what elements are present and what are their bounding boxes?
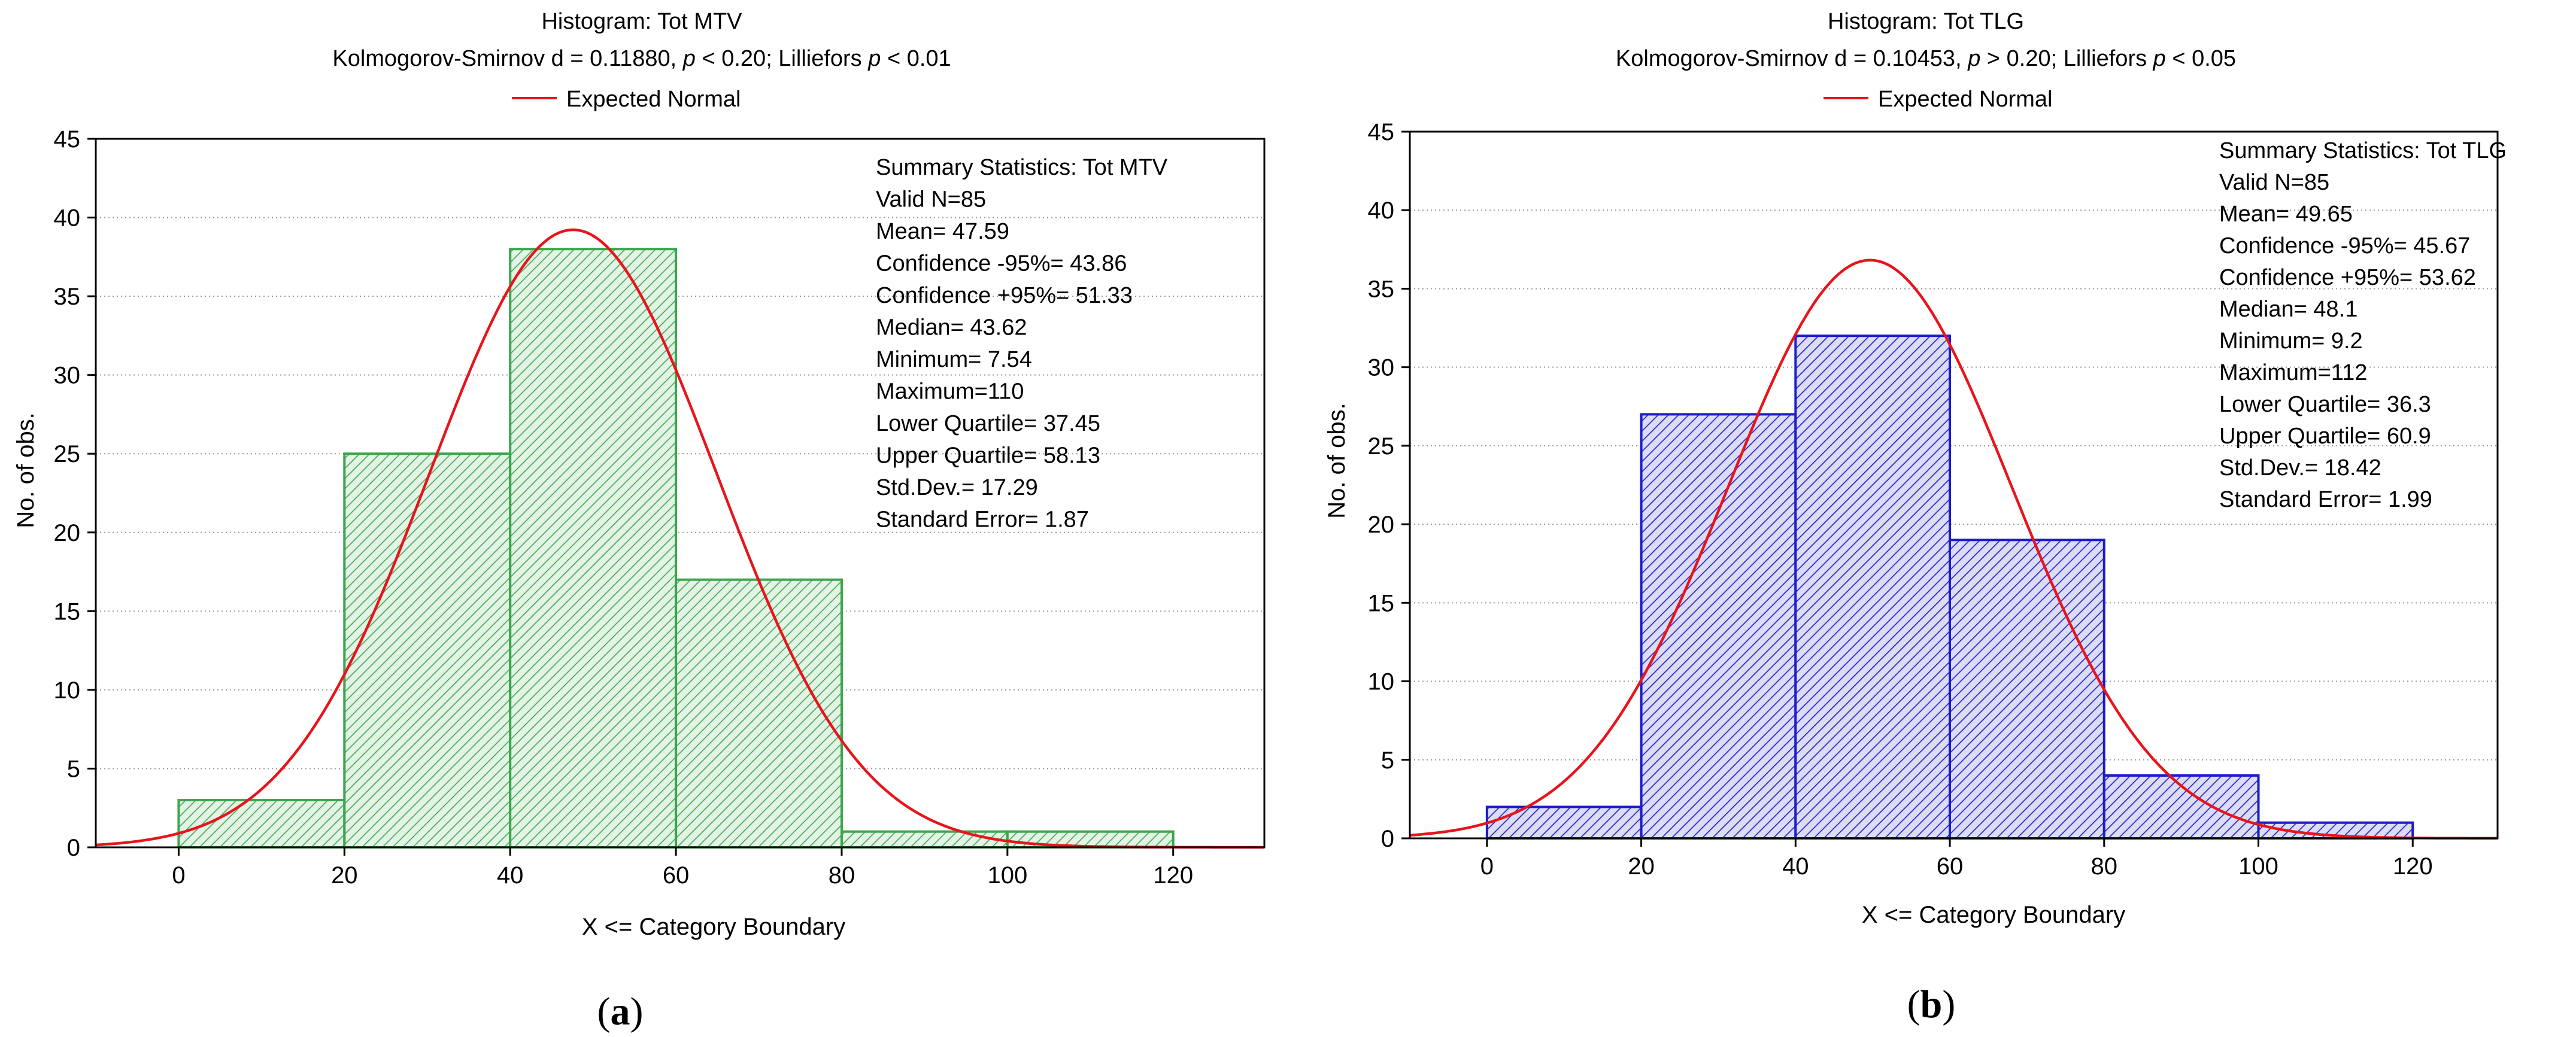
summary-line: Minimum= 9.2 (2219, 329, 2363, 354)
summary-line: Maximum=110 (876, 379, 1024, 405)
y-tick-label: 0 (1381, 826, 1394, 852)
y-tick-label: 10 (1368, 669, 1395, 695)
summary-line: Upper Quartile= 58.13 (876, 443, 1100, 469)
histogram-bar (509, 248, 678, 849)
y-tick-label: 5 (1381, 747, 1394, 774)
y-tick-label: 35 (54, 284, 81, 310)
x-tick-label: 100 (2238, 853, 2278, 880)
histogram-bar (1949, 539, 2105, 840)
summary-line: Median= 48.1 (2219, 297, 2357, 322)
plot-frame (1409, 130, 2499, 840)
x-tick-label: 120 (2393, 853, 2433, 880)
histogram-bar (675, 578, 843, 849)
summary-line: Confidence -95%= 43.86 (876, 251, 1127, 276)
x-tick-label: 100 (987, 862, 1027, 889)
y-tick-label: 25 (54, 441, 81, 467)
plot-frame (95, 138, 1266, 849)
summary-line: Standard Error= 1.99 (2219, 487, 2432, 512)
x-tick-label: 120 (1153, 862, 1193, 889)
summary-statistics: Summary Statistics: Tot MTV Valid N=85 M… (876, 155, 1168, 533)
y-axis-label: No. of obs. (1324, 403, 1350, 518)
y-tick-label: 30 (54, 363, 81, 389)
x-axis-label: X <= Category Boundary (582, 914, 845, 940)
y-tick-label: 30 (1368, 355, 1395, 381)
x-tick-label: 0 (1480, 853, 1494, 880)
summary-line: Lower Quartile= 37.45 (876, 411, 1100, 436)
x-tick-label: 60 (663, 862, 690, 889)
histogram-bar (1794, 334, 1952, 840)
y-tick-label: 20 (1368, 512, 1395, 538)
x-axis-label: X <= Category Boundary (1862, 902, 2125, 928)
y-tick-label: 25 (1368, 433, 1395, 460)
expected-normal-curve (1409, 259, 2498, 840)
histogram-bar (343, 452, 512, 849)
summary-line: Std.Dev.= 18.42 (2219, 455, 2381, 481)
summary-line: Standard Error= 1.87 (876, 507, 1089, 533)
panel-a: Histogram: Tot MTV Kolmogorov-Smirnov d … (13, 9, 1266, 1033)
y-tick-label: 5 (67, 756, 80, 782)
legend-label: Expected Normal (566, 87, 741, 112)
histogram-bar (1485, 805, 1643, 840)
plot-area: 0 20 40 60 80 100 120 0 5 10 15 20 25 30 35 40 45 (54, 126, 1266, 889)
x-tick-label: 40 (497, 862, 524, 889)
chart-subtitle: Kolmogorov-Smirnov d = 0.10453, p > 0.20… (1616, 46, 2236, 71)
summary-line: Minimum= 7.54 (876, 347, 1032, 372)
panel-b: Histogram: Tot TLG Kolmogorov-Smirnov d … (1324, 9, 2507, 1026)
panel-caption: (a) (597, 990, 644, 1033)
y-axis-label: No. of obs. (13, 412, 39, 528)
histogram-bar (1640, 413, 1797, 840)
summary-line: Summary Statistics: Tot TLG (2219, 138, 2507, 163)
x-tick-label: 20 (1628, 853, 1655, 880)
x-tick-label: 40 (1782, 853, 1809, 880)
summary-line: Maximum=112 (2219, 360, 2367, 385)
y-tick-label: 45 (54, 126, 81, 153)
summary-line: Median= 43.62 (876, 315, 1027, 340)
expected-normal-curve (95, 228, 1264, 849)
summary-line: Upper Quartile= 60.9 (2219, 424, 2431, 449)
summary-line: Valid N=85 (876, 187, 986, 212)
chart-title: Histogram: Tot MTV (541, 9, 742, 34)
summary-line: Mean= 47.59 (876, 219, 1009, 244)
summary-line: Valid N=85 (2219, 170, 2329, 195)
x-tick-label: 60 (1937, 853, 1964, 880)
panel-caption: (b) (1907, 983, 1956, 1026)
x-tick-label: 80 (829, 862, 855, 889)
summary-statistics: Summary Statistics: Tot TLG Valid N=85 M… (2219, 138, 2507, 512)
x-tick-label: 0 (172, 862, 185, 889)
summary-line: Confidence +95%= 53.62 (2219, 265, 2476, 290)
summary-line: Confidence +95%= 51.33 (876, 283, 1133, 308)
chart-title: Histogram: Tot TLG (1828, 9, 2024, 34)
summary-line: Summary Statistics: Tot MTV (876, 155, 1168, 180)
summary-line: Mean= 49.65 (2219, 202, 2353, 227)
y-tick-label: 15 (1368, 590, 1395, 616)
y-tick-label: 45 (1368, 119, 1395, 145)
y-tick-label: 20 (54, 520, 81, 546)
summary-line: Std.Dev.= 17.29 (876, 475, 1038, 500)
plot-area: 0 20 40 60 80 100 120 0 5 10 15 20 25 30 35 40 45 (1368, 119, 2499, 880)
y-tick-label: 40 (54, 205, 81, 232)
x-tick-label: 20 (331, 862, 358, 889)
y-tick-label: 15 (54, 598, 81, 625)
x-tick-label: 80 (2091, 853, 2118, 880)
chart-subtitle: Kolmogorov-Smirnov d = 0.11880, p < 0.20… (332, 46, 951, 71)
y-tick-label: 0 (67, 835, 80, 861)
y-tick-label: 10 (54, 677, 81, 704)
y-tick-label: 40 (1368, 197, 1395, 224)
summary-line: Confidence -95%= 45.67 (2219, 233, 2470, 259)
histogram-bar (840, 830, 1009, 849)
legend-label: Expected Normal (1878, 87, 2052, 112)
y-tick-label: 35 (1368, 276, 1395, 302)
summary-line: Lower Quartile= 36.3 (2219, 392, 2431, 417)
